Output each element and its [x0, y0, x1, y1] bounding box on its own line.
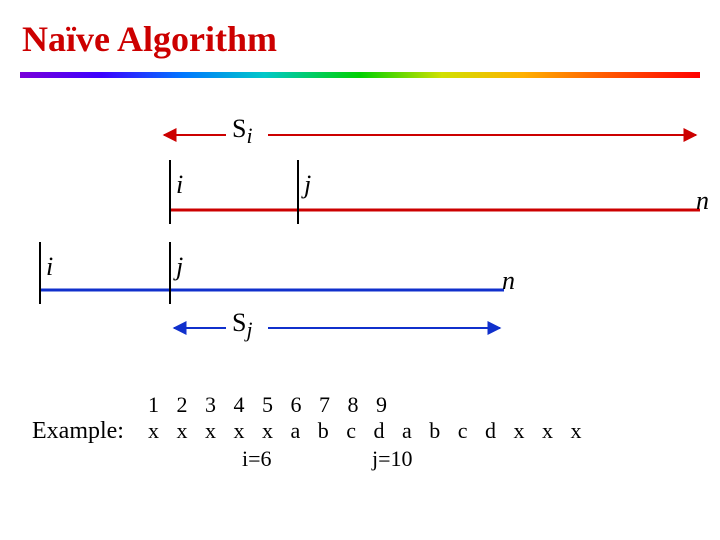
example-index-row: 1 2 3 4 5 6 7 8 9 — [148, 392, 393, 418]
label-n-1: n — [696, 186, 709, 216]
label-i-2: i — [46, 252, 53, 282]
example-i-val: i=6 — [242, 446, 272, 472]
label-j-2: j — [176, 252, 183, 282]
label-n-2: n — [502, 266, 515, 296]
example-label: Example: — [32, 418, 124, 445]
sj-label: Sj — [232, 308, 253, 343]
example-j-val: j=10 — [372, 446, 413, 472]
si-label: Si — [232, 114, 253, 149]
label-j-1: j — [304, 170, 311, 200]
example-string-row: x x x x x a b c d a b c d x x x — [148, 418, 588, 444]
label-i-1: i — [176, 170, 183, 200]
suffix-diagram — [0, 0, 720, 360]
